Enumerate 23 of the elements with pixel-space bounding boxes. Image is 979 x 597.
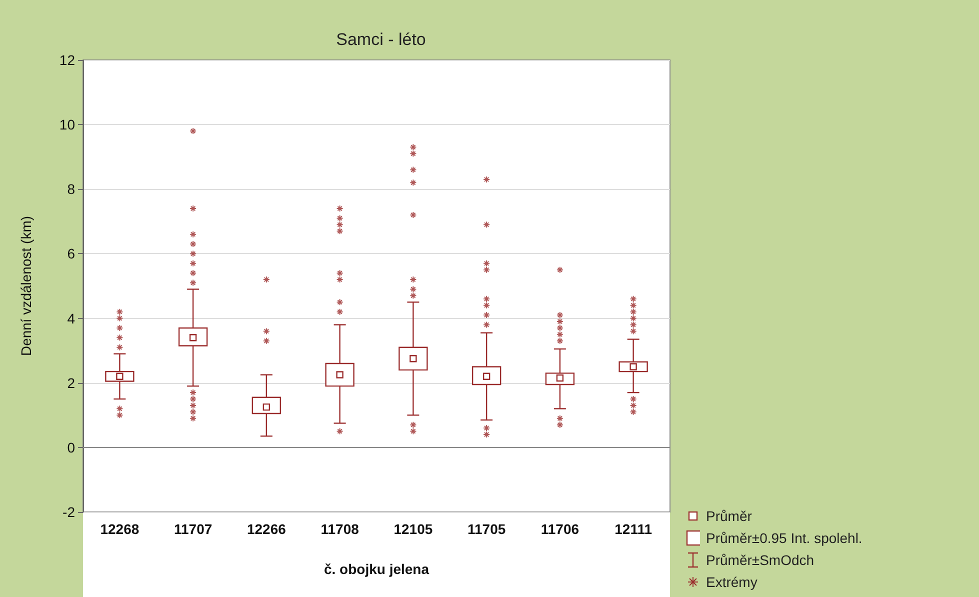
x-axis-title: č. obojku jelena: [324, 561, 430, 577]
x-tick-label: 11706: [540, 521, 580, 537]
x-tick-label: 11705: [467, 521, 506, 537]
x-tick-label: 12105: [394, 521, 433, 537]
y-tick-label: 0: [67, 439, 76, 456]
y-tick-label: 6: [67, 246, 76, 262]
text: Průměr: [706, 508, 752, 524]
x-tick-label: 12266: [246, 521, 286, 537]
y-axis-title: Denní vzdálenost (km): [18, 216, 34, 356]
y-tick-label: 2: [67, 374, 76, 391]
text: Průměr±0.95 Int. spolehl.: [706, 530, 862, 546]
y-tick-label: 12: [59, 52, 76, 68]
text: Průměr±SmOdch: [706, 552, 814, 568]
x-tick-label: 11708: [320, 521, 360, 537]
text: Extrémy: [706, 574, 758, 590]
x-tick-label: 11707: [174, 521, 212, 537]
y-tick-label: 4: [67, 310, 76, 326]
y-tick-label: -2: [62, 504, 76, 520]
chart-title: Samci - léto: [336, 30, 426, 49]
x-tick-label: 12111: [614, 521, 652, 537]
y-tick-label: 10: [59, 116, 76, 133]
y-tick-label: 8: [67, 181, 76, 198]
x-tick-label: 12268: [100, 521, 140, 537]
